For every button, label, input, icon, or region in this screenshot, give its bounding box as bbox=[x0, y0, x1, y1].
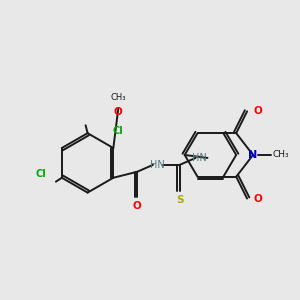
Text: CH₃: CH₃ bbox=[273, 151, 290, 160]
Text: O: O bbox=[253, 106, 262, 116]
Text: S: S bbox=[176, 195, 184, 205]
Text: Cl: Cl bbox=[36, 169, 46, 179]
Text: CH₃: CH₃ bbox=[110, 93, 126, 102]
Text: HN: HN bbox=[192, 153, 207, 163]
Text: HN: HN bbox=[150, 160, 164, 170]
Text: Cl: Cl bbox=[113, 126, 124, 136]
Text: O: O bbox=[253, 194, 262, 203]
Text: O: O bbox=[114, 107, 123, 117]
Text: N: N bbox=[248, 150, 258, 160]
Text: O: O bbox=[133, 200, 142, 211]
